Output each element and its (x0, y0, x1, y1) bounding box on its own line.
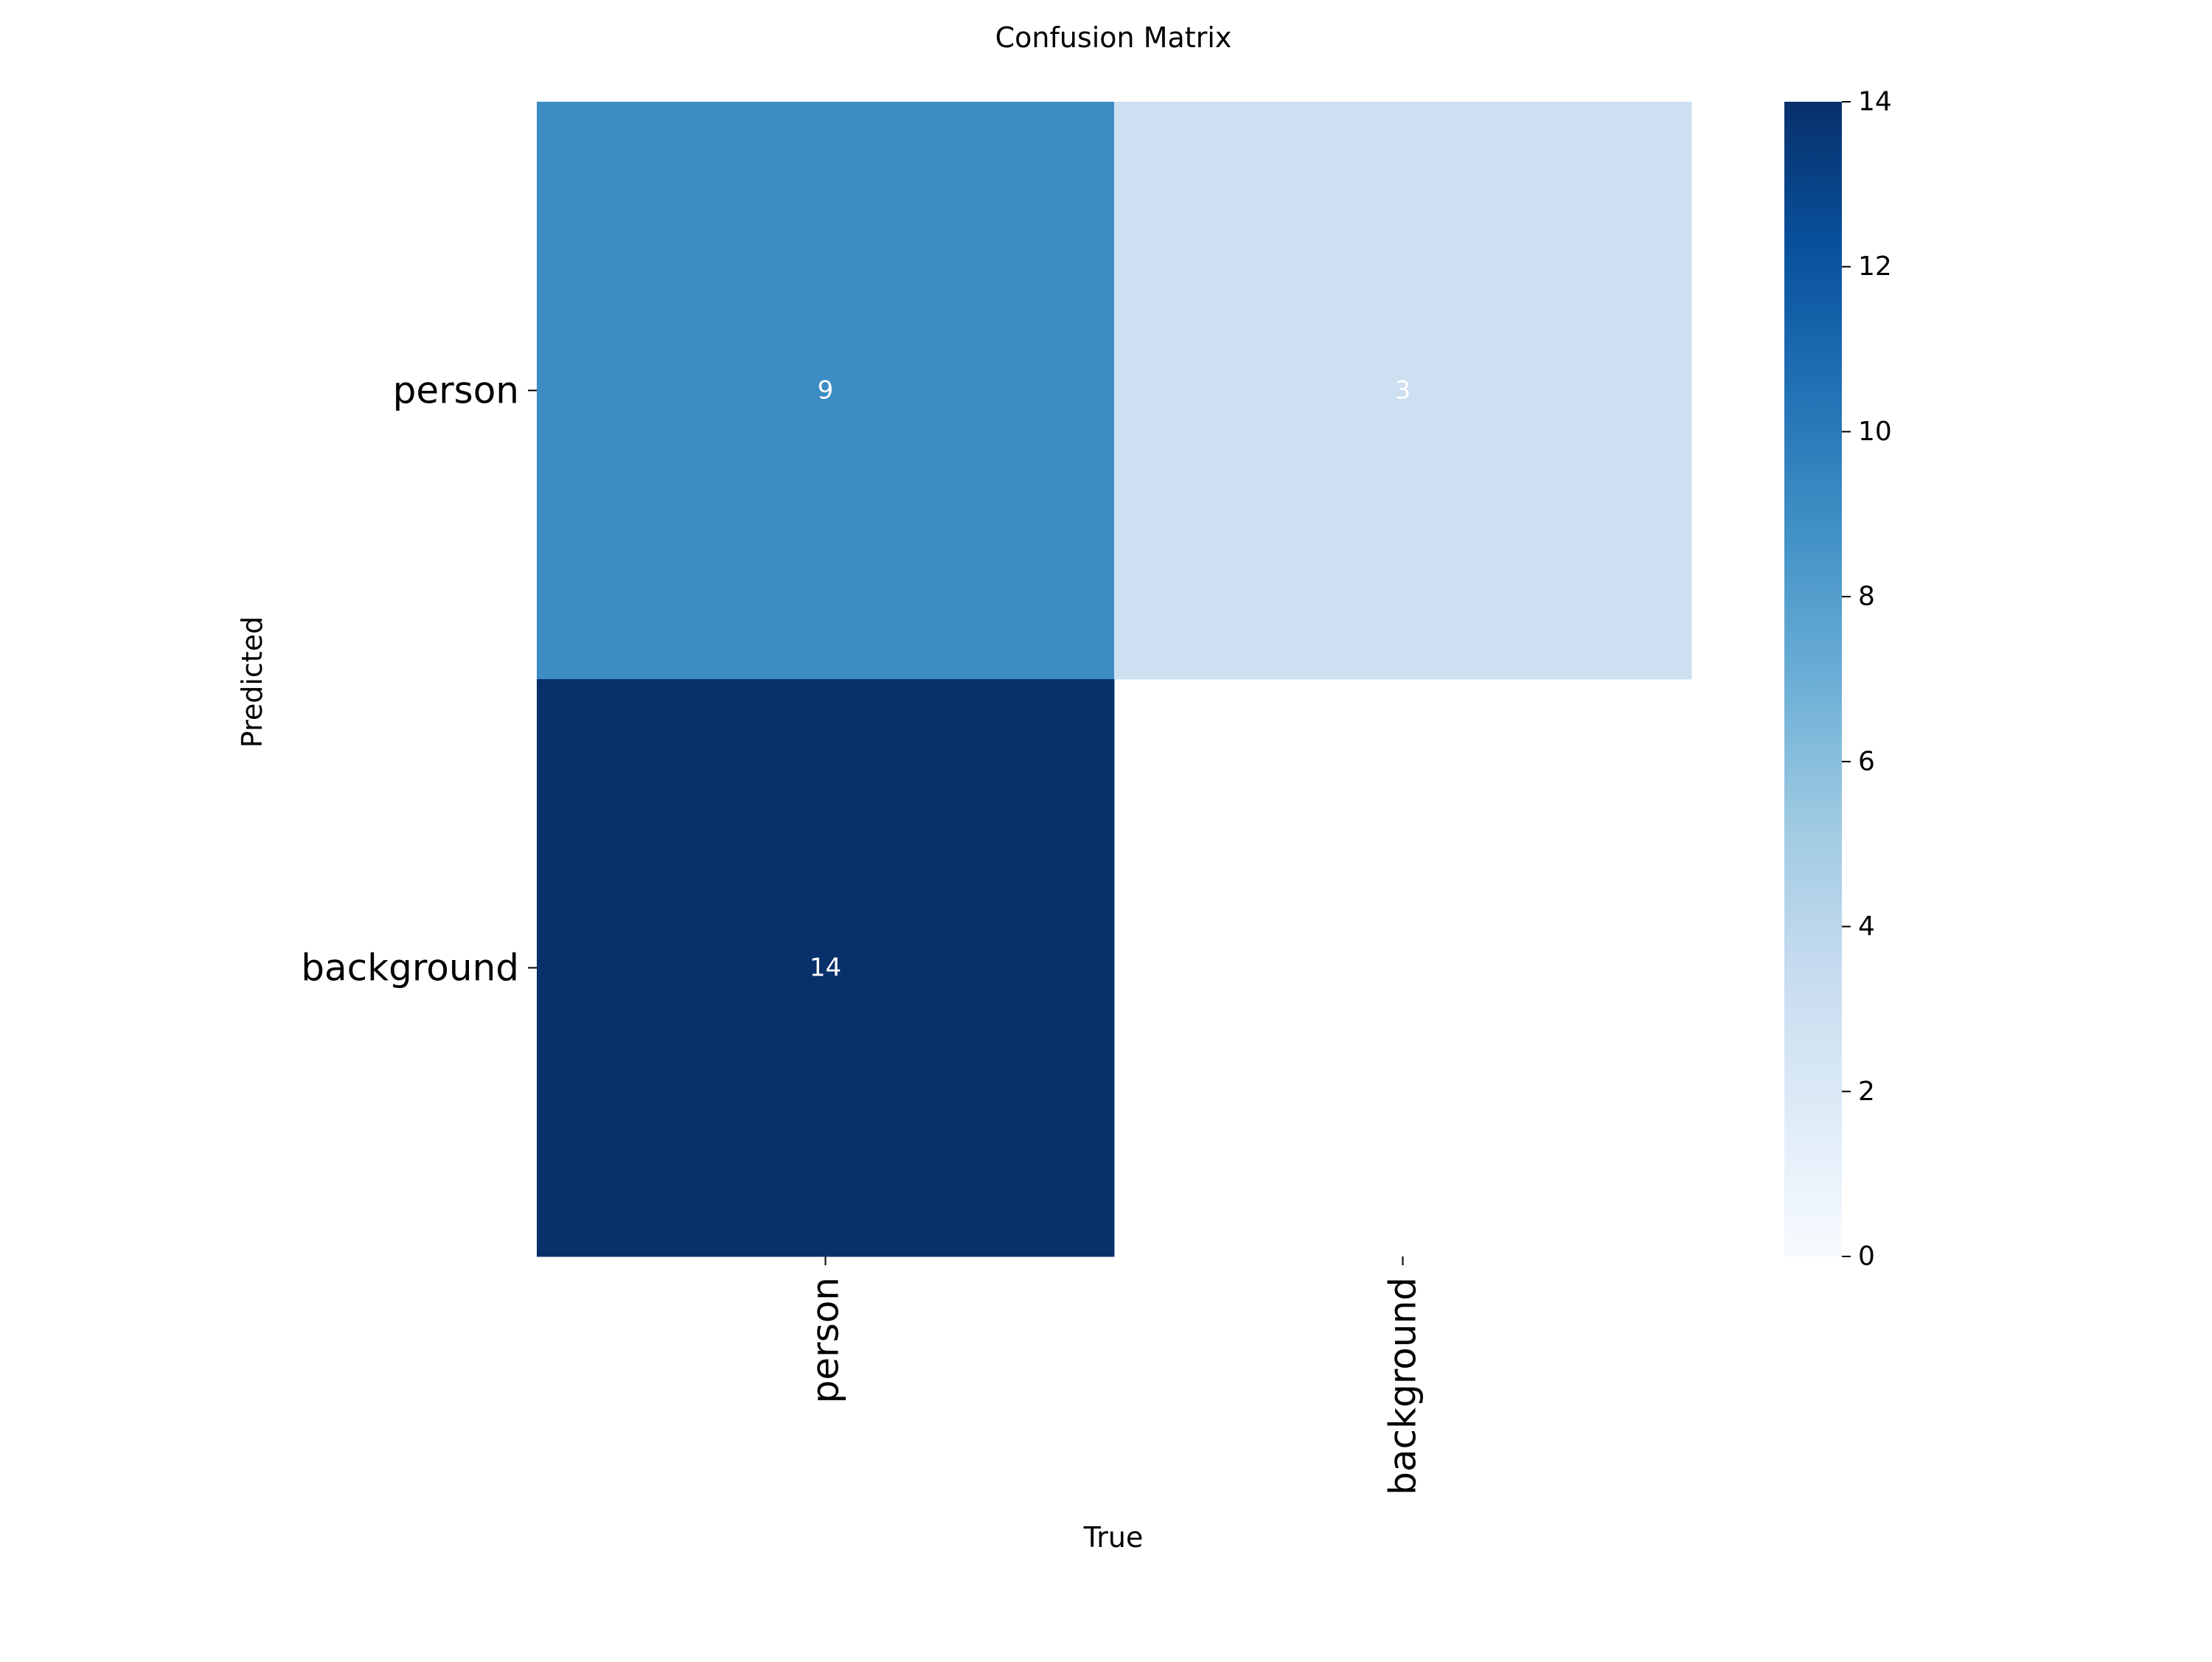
colorbar: 0 2 4 6 8 10 12 14 (1784, 87, 1892, 1272)
heatmap-cell-labels: 9 3 14 (810, 376, 1411, 983)
colorbar-gradient (1784, 102, 1842, 1256)
colorbar-tick-label: 12 (1858, 251, 1892, 282)
x-tick-label: background (1382, 1277, 1425, 1495)
colorbar-tick-label: 6 (1858, 746, 1875, 776)
y-axis-ticks: person background (301, 369, 537, 990)
colorbar-tick-label: 8 (1858, 582, 1875, 612)
colorbar-ticks: 0 2 4 6 8 10 12 14 (1842, 87, 1892, 1272)
heatmap-cell-person-background (1114, 102, 1692, 680)
heatmap-cells (537, 102, 1692, 1257)
x-axis-ticks: person background (804, 1256, 1425, 1495)
chart-title: Confusion Matrix (995, 21, 1232, 54)
colorbar-tick-label: 2 (1858, 1077, 1875, 1107)
x-axis-label: True (1083, 1521, 1144, 1554)
colorbar-tick-label: 10 (1858, 417, 1892, 447)
colorbar-tick-label: 14 (1858, 87, 1892, 117)
y-tick-label: person (393, 369, 519, 412)
colorbar-tick-label: 4 (1858, 911, 1875, 942)
colorbar-tick-label: 0 (1858, 1242, 1875, 1272)
y-axis-label: Predicted (236, 616, 268, 748)
cell-value-label: 3 (1395, 376, 1411, 406)
heatmap-cell-person-person (537, 102, 1115, 680)
heatmap-cell-background-person (537, 679, 1115, 1257)
x-tick-label: person (804, 1277, 847, 1403)
y-tick-label: background (301, 947, 519, 990)
cell-value-label: 14 (810, 953, 841, 983)
cell-value-label: 9 (818, 376, 834, 406)
